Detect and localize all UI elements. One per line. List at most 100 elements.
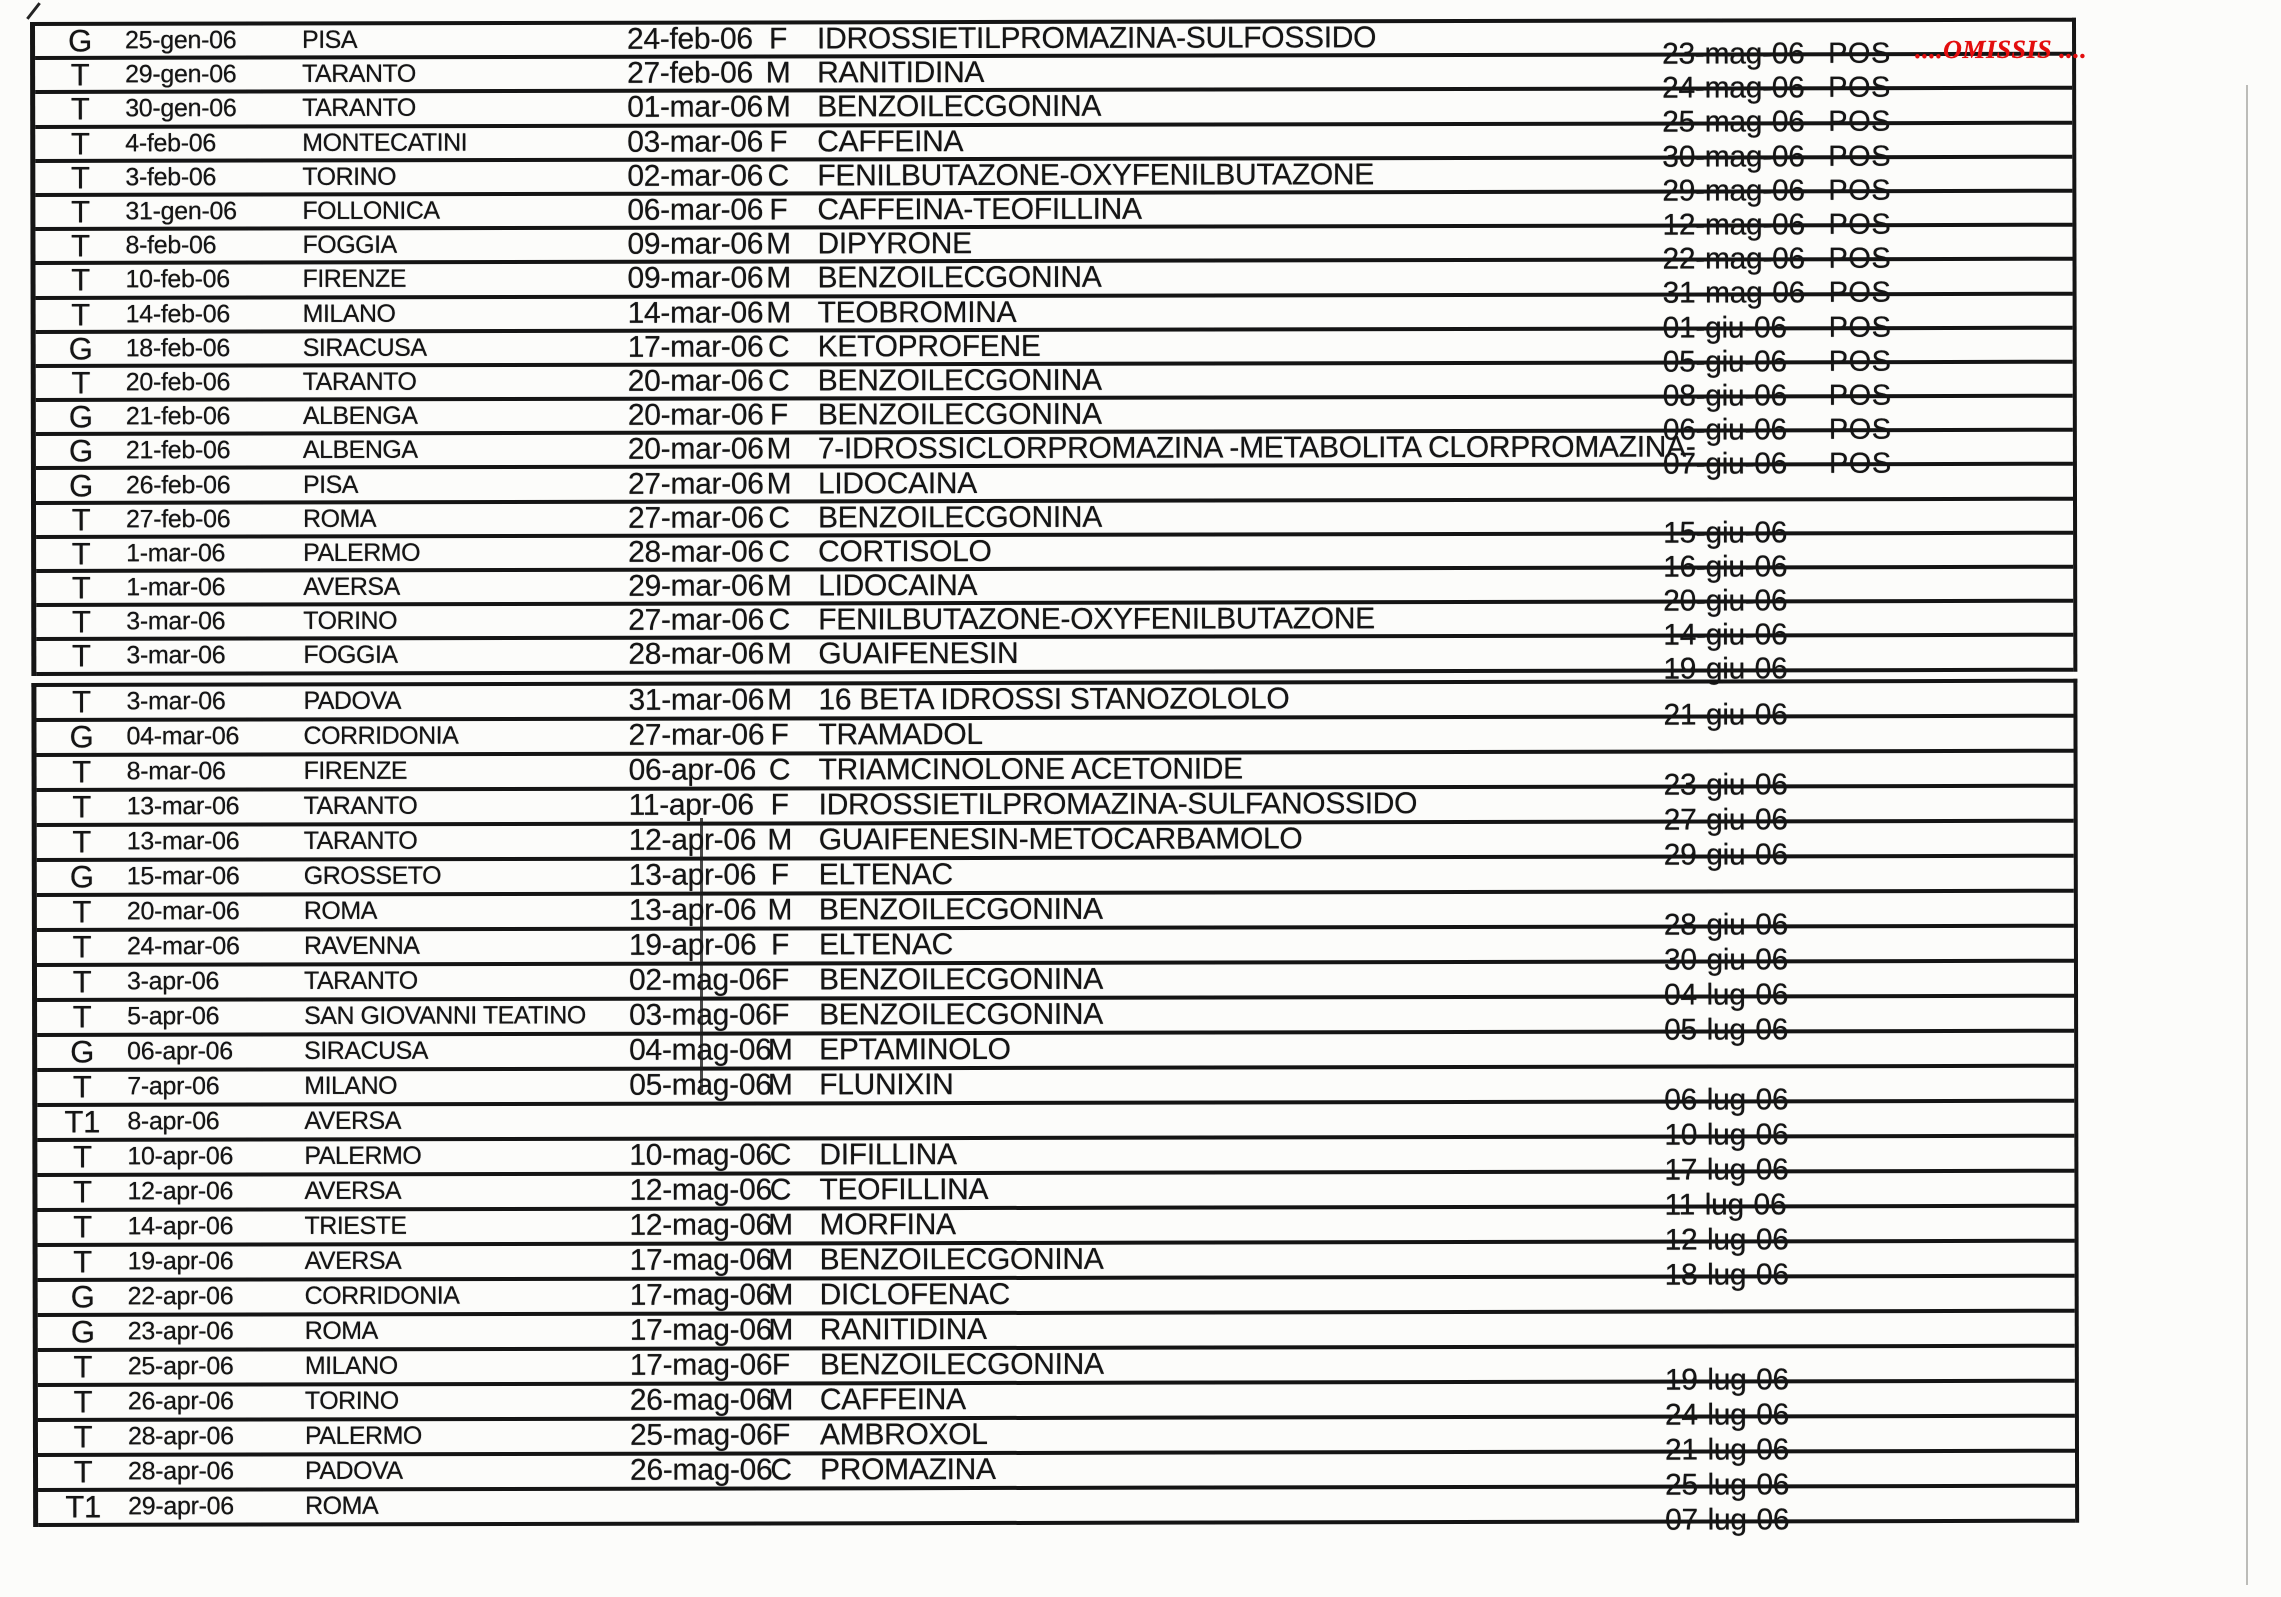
cell-arrival-date: 06-mar-06 xyxy=(627,193,764,227)
cell-sex-code: M xyxy=(766,637,792,671)
cell-substance: CAFFEINA xyxy=(819,1383,966,1417)
cell-result-date: 29-giu-06 xyxy=(1663,838,1788,872)
cell-arrival-date: 20-mar-06 xyxy=(627,364,764,398)
cell-city: SIRACUSA xyxy=(304,1036,428,1065)
cell-city: MONTECATINI xyxy=(302,128,468,157)
cell-sampling-date: 13-mar-06 xyxy=(126,827,240,856)
cell-result-flag: POS xyxy=(1828,447,1892,481)
cell-substance: ELTENAC xyxy=(818,858,953,892)
cell-sex-code: F xyxy=(770,788,789,822)
cell-city: PALERMO xyxy=(304,1141,422,1170)
table-row: T 3-mar-06 PADOVA 31-mar-06 M 16 BETA IDROSSI… xyxy=(36,682,2074,732)
cell-result-date: 21-lug-06 xyxy=(1664,1433,1790,1467)
cell-sampling-date: 29-gen-06 xyxy=(125,60,237,89)
cell-arrival-date: 12-mag-06 xyxy=(629,1173,772,1207)
cell-sample-type: T xyxy=(71,194,90,230)
cell-sampling-date: 3-mar-06 xyxy=(126,641,226,670)
cell-arrival-date: 12-mag-06 xyxy=(629,1208,772,1242)
cell-substance: PROMAZINA xyxy=(819,1453,996,1487)
cell-substance: MORFINA xyxy=(819,1208,956,1242)
cell-city: MILANO xyxy=(304,1351,398,1380)
cell-substance: RANITIDINA xyxy=(817,56,985,90)
cell-sample-type: G xyxy=(68,399,93,435)
cell-sex-code: C xyxy=(768,753,791,787)
cell-substance: TRIAMCINOLONE ACETONIDE xyxy=(818,752,1243,787)
cell-sample-type: G xyxy=(68,23,92,59)
cell-result-flag: POS xyxy=(1828,106,1891,139)
scan-artifact-line xyxy=(700,818,703,1092)
cell-result-flag: POS xyxy=(1828,71,1891,105)
cell-city: TARANTO xyxy=(302,367,417,396)
cell-sampling-date: 14-apr-06 xyxy=(127,1212,234,1241)
cell-city: ROMA xyxy=(305,1491,379,1520)
scan-corner-mark xyxy=(26,2,41,20)
cell-result-date: 25-lug-06 xyxy=(1665,1468,1790,1502)
cell-city: SAN GIOVANNI TEATINO xyxy=(304,1001,586,1030)
cell-sampling-date: 5-apr-06 xyxy=(127,1002,220,1031)
cell-sampling-date: 4-feb-06 xyxy=(125,128,217,157)
cell-sex-code: M xyxy=(766,569,792,603)
cell-result-date: 12-lug-06 xyxy=(1664,1223,1789,1257)
cell-sample-type: T xyxy=(73,1419,93,1455)
cell-result-date: 12-mag-06 xyxy=(1662,208,1805,242)
cell-arrival-date: 26-mag-06 xyxy=(629,1383,773,1417)
cell-sample-type: T xyxy=(70,57,90,93)
cell-substance: BENZOILECGONINA xyxy=(818,500,1102,535)
results-table-block-lower: T 3-mar-06 PADOVA 31-mar-06 M 16 BETA IDROSSI… xyxy=(31,678,2080,1537)
paper-edge-shadow xyxy=(2246,85,2248,1585)
cell-result-date: 20-giu-06 xyxy=(1663,584,1788,618)
cell-substance: BENZOILECGONINA xyxy=(818,962,1103,997)
cell-substance: DIPYRONE xyxy=(817,227,972,261)
cell-sex-code: F xyxy=(771,1418,791,1452)
cell-sample-type: T xyxy=(71,570,91,606)
cell-result-flag: POS xyxy=(1828,277,1892,310)
cell-sampling-date: 25-gen-06 xyxy=(125,26,237,55)
cell-arrival-date: 12-apr-06 xyxy=(628,823,757,857)
cell-result-flag: POS xyxy=(1828,413,1892,446)
cell-sampling-date: 15-mar-06 xyxy=(126,862,240,891)
cell-sample-type: T xyxy=(71,296,90,333)
cell-sampling-date: 04-mar-06 xyxy=(126,722,240,751)
cell-sex-code: F xyxy=(769,398,788,432)
cell-city: FIRENZE xyxy=(303,756,408,785)
cell-arrival-date: 20-mar-06 xyxy=(627,398,764,432)
cell-arrival-date: 28-mar-06 xyxy=(628,535,764,569)
cell-city: TORINO xyxy=(303,607,398,636)
cell-arrival-date: 27-mar-06 xyxy=(628,501,764,535)
cell-sample-type: T xyxy=(71,262,90,298)
cell-city: MILANO xyxy=(304,1071,398,1100)
cell-sampling-date: 28-apr-06 xyxy=(127,1422,234,1451)
cell-sampling-date: 29-apr-06 xyxy=(128,1492,234,1521)
cell-result-flag: POS xyxy=(1828,379,1892,412)
cell-result-flag: POS xyxy=(1828,345,1892,378)
cell-result-date: 29-mag-06 xyxy=(1662,174,1805,208)
cell-substance: BENZOILECGONINA xyxy=(817,363,1102,398)
cell-sample-type: G xyxy=(68,433,93,469)
cell-arrival-date: 13-apr-06 xyxy=(628,893,757,927)
cell-arrival-date: 17-mar-06 xyxy=(627,330,764,364)
cell-sample-type: T xyxy=(72,894,92,930)
cell-sex-code: M xyxy=(768,1383,794,1417)
cell-substance: BENZOILECGONINA xyxy=(817,261,1102,295)
cell-sample-type: T xyxy=(72,824,92,860)
cell-substance: BENZOILECGONINA xyxy=(819,1347,1104,1382)
table-row: G 25-gen-06 PISA 24-feb-06 F IDROSSIETILPROMA… xyxy=(35,21,2087,71)
cell-sex-code: C xyxy=(768,364,790,398)
cell-result-flag: POS xyxy=(1828,174,1892,207)
cell-result-date: 24-mag-06 xyxy=(1662,71,1805,105)
cell-arrival-date: 10-mag-06 xyxy=(629,1138,772,1172)
cell-result-date: 19-giu-06 xyxy=(1663,652,1788,687)
cell-sex-code: F xyxy=(769,193,788,227)
cell-city: TARANTO xyxy=(303,966,418,995)
cell-result-flag: POS xyxy=(1828,311,1892,344)
cell-substance: TEOBROMINA xyxy=(817,295,1017,329)
cell-sample-type: T xyxy=(72,964,92,1000)
cell-result-date: 01-giu-06 xyxy=(1662,310,1787,345)
cell-city: ALBENGA xyxy=(302,436,418,465)
cell-sample-type: G xyxy=(68,331,93,367)
cell-substance: BENZOILECGONINA xyxy=(818,892,1103,927)
cell-sampling-date: 25-apr-06 xyxy=(127,1352,234,1381)
cell-result-date: 05-lug-06 xyxy=(1664,1013,1789,1047)
table-row: G 23-apr-06 ROMA 17-mag-06 M RANITIDINA xyxy=(37,1312,2075,1352)
cell-sampling-date: 1-mar-06 xyxy=(126,538,226,568)
